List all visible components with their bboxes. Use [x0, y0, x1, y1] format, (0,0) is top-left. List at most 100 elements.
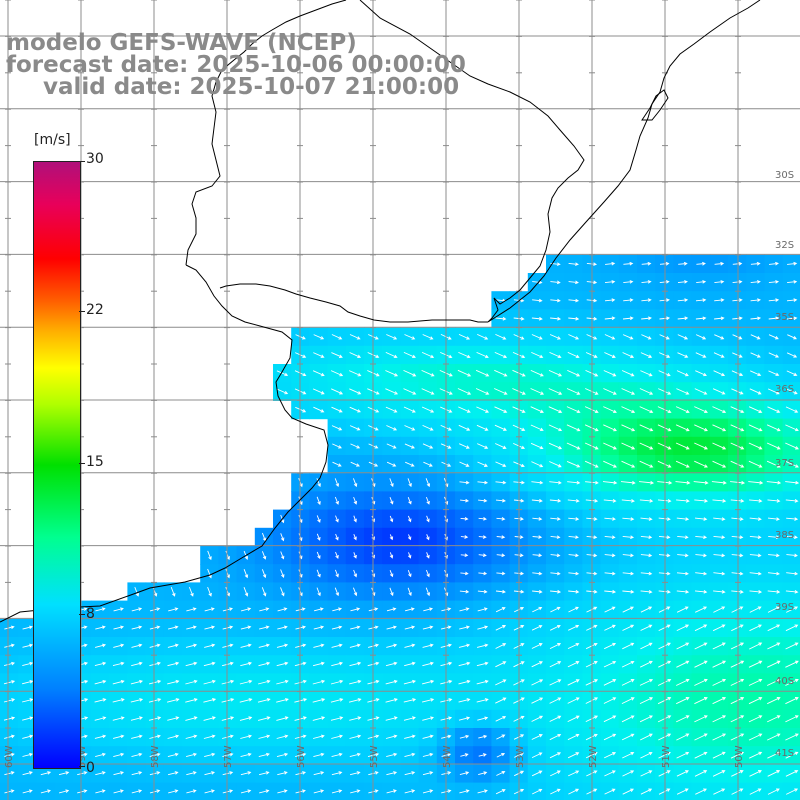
wind-arrow-icon	[458, 351, 471, 359]
wind-arrow-icon	[58, 771, 70, 776]
wind-arrow-icon	[532, 788, 543, 795]
wind-arrow-icon	[550, 298, 561, 303]
wind-arrow-icon	[313, 334, 325, 340]
wind-arrow-icon	[712, 660, 727, 668]
wind-arrow-icon	[204, 752, 216, 758]
wind-arrow-icon	[568, 262, 579, 266]
wind-arrow-icon	[641, 316, 652, 321]
wind-arrow-icon	[767, 571, 780, 576]
wind-arrow-icon	[604, 535, 616, 540]
wind-arrow-icon	[185, 734, 198, 739]
wind-arrow-icon	[730, 697, 745, 705]
wind-arrow-icon	[695, 571, 708, 576]
wind-arrow-icon	[639, 406, 654, 414]
wind-arrow-icon	[407, 534, 412, 541]
colorbar	[33, 161, 81, 769]
wind-arrow-icon	[207, 550, 212, 561]
wind-arrow-icon	[785, 624, 799, 632]
wind-arrow-icon	[604, 298, 616, 302]
wind-arrow-icon	[203, 661, 216, 667]
wind-arrow-icon	[695, 316, 707, 321]
wind-arrow-icon	[603, 697, 617, 704]
wind-arrow-icon	[276, 661, 289, 667]
wind-arrow-icon	[258, 752, 270, 758]
colorbar-tick-label: 30	[86, 151, 104, 167]
wind-arrow-icon	[749, 553, 762, 558]
wind-arrow-icon	[767, 733, 781, 741]
longitude-label: 53W	[515, 745, 526, 768]
wind-arrow-icon	[203, 716, 216, 721]
wind-arrow-icon	[353, 569, 358, 578]
wind-arrow-icon	[694, 460, 708, 468]
wind-arrow-icon	[550, 770, 561, 777]
wind-arrow-icon	[603, 733, 617, 741]
wind-arrow-icon	[695, 298, 707, 302]
wind-arrow-icon	[550, 589, 562, 594]
wind-arrow-icon	[425, 569, 430, 578]
wind-arrow-icon	[404, 425, 416, 431]
wind-arrow-icon	[712, 624, 726, 632]
wind-arrow-icon	[348, 698, 362, 703]
wind-arrow-icon	[334, 496, 339, 505]
wind-arrow-icon	[425, 496, 430, 505]
wind-arrow-icon	[694, 751, 708, 759]
wind-arrow-icon	[207, 586, 212, 597]
wind-arrow-icon	[605, 261, 616, 266]
wind-arrow-icon	[659, 261, 670, 266]
wind-arrow-icon	[478, 771, 488, 776]
wind-arrow-icon	[332, 461, 342, 467]
wind-arrow-icon	[131, 771, 143, 776]
wind-arrow-icon	[350, 461, 360, 467]
wind-arrow-icon	[749, 751, 763, 759]
wind-arrow-icon	[385, 351, 398, 359]
colorbar-unit: [m/s]	[34, 132, 71, 148]
wind-arrow-icon	[495, 498, 506, 503]
wind-arrow-icon	[330, 716, 344, 721]
wind-arrow-icon	[695, 352, 707, 358]
wind-arrow-icon	[477, 461, 488, 467]
wind-arrow-icon	[694, 770, 708, 777]
wind-arrow-icon	[113, 643, 125, 648]
wind-arrow-icon	[694, 678, 708, 686]
wind-arrow-icon	[331, 771, 343, 776]
wind-arrow-icon	[712, 715, 727, 723]
wind-arrow-icon	[622, 606, 634, 613]
wind-arrow-icon	[731, 535, 744, 540]
wind-arrow-icon	[496, 734, 506, 740]
wind-arrow-icon	[676, 624, 690, 632]
wind-arrow-icon	[640, 788, 653, 795]
wind-arrow-icon	[639, 715, 653, 723]
wind-arrow-icon	[786, 788, 799, 795]
wind-arrow-icon	[731, 590, 744, 594]
wind-arrow-icon	[676, 715, 690, 723]
wind-arrow-icon	[566, 424, 581, 432]
wind-arrow-icon	[4, 771, 15, 776]
wind-arrow-icon	[694, 388, 708, 395]
wind-arrow-icon	[426, 515, 430, 523]
wind-arrow-icon	[385, 388, 399, 395]
wind-arrow-icon	[549, 498, 562, 503]
wind-arrow-icon	[712, 751, 726, 759]
wind-arrow-icon	[658, 590, 671, 594]
wind-arrow-icon	[186, 625, 197, 630]
wind-arrow-icon	[768, 316, 780, 321]
wind-arrow-icon	[786, 298, 798, 302]
latitude-label: 41S	[775, 748, 794, 759]
wind-arrow-icon	[639, 424, 654, 432]
wind-arrow-icon	[548, 388, 563, 395]
longitude-label: 56W	[296, 745, 307, 768]
wind-arrow-icon	[603, 460, 617, 468]
wind-arrow-icon	[695, 606, 708, 613]
wind-arrow-icon	[676, 660, 690, 668]
wind-arrow-icon	[694, 733, 708, 741]
wind-arrow-icon	[713, 606, 726, 613]
wind-arrow-icon	[422, 771, 434, 776]
wind-arrow-icon	[404, 625, 416, 630]
wind-arrow-icon	[568, 589, 580, 594]
wind-arrow-icon	[167, 643, 179, 648]
wind-arrow-icon	[386, 771, 398, 776]
wind-arrow-icon	[640, 624, 653, 631]
wind-arrow-icon	[459, 589, 470, 594]
wind-arrow-icon	[94, 716, 107, 721]
wind-arrow-icon	[713, 535, 726, 540]
